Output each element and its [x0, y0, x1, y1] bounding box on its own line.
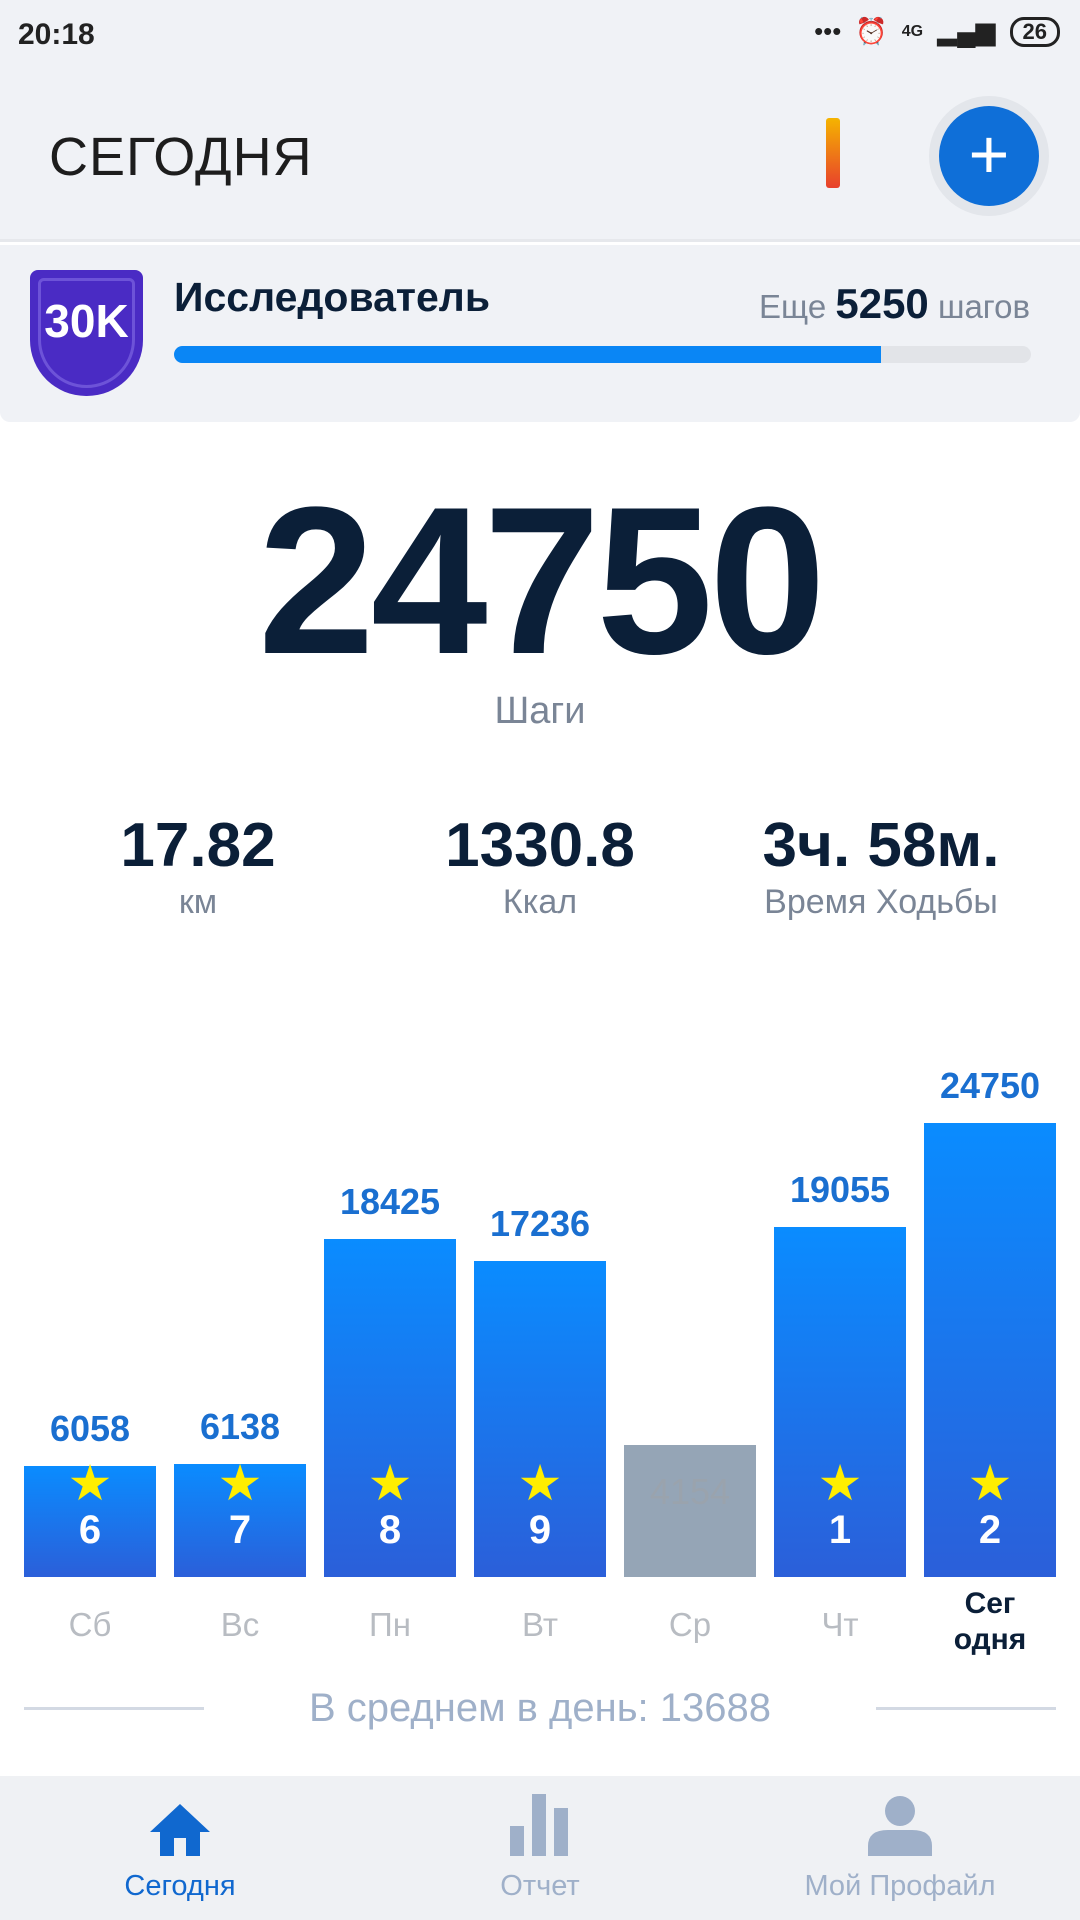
bar-value-label: 6138 [199, 1406, 281, 1448]
alarm-icon: ⏰ [855, 16, 888, 46]
achievement-badge: 30K [30, 270, 143, 396]
divider [24, 1707, 204, 1710]
trophy-icon[interactable] [826, 118, 840, 188]
nav-label: Отчет [500, 1870, 580, 1902]
bar-value-label: 18425 [339, 1181, 441, 1223]
chart-bar [924, 1123, 1056, 1577]
stat-value: 17.82 [120, 811, 276, 880]
day-label: Ср [668, 1606, 712, 1643]
daily-average: В среднем в день: 13688 [308, 1686, 772, 1730]
stat-label: Время Ходьбы [764, 883, 998, 921]
chart-bar [774, 1227, 906, 1577]
bar-value-label: 4154 [649, 1471, 731, 1513]
bar-chart-icon [510, 1794, 568, 1856]
star-icon: ★ [67, 1455, 113, 1511]
streak-number: 9 [528, 1508, 552, 1552]
more-dots-icon: ••• [814, 16, 842, 46]
stat-label: км [178, 883, 218, 921]
day-label: Сб [68, 1606, 112, 1643]
star-icon: ★ [967, 1455, 1013, 1511]
streak-number: 6 [78, 1508, 102, 1552]
person-icon [868, 1796, 932, 1856]
stat-calories: 1330.8 Ккал [375, 810, 705, 922]
divider [876, 1707, 1056, 1710]
bar-value-label: 24750 [939, 1065, 1041, 1106]
streak-number: 2 [978, 1508, 1002, 1552]
chart-bar [324, 1239, 456, 1577]
achievement-progress-bar [174, 346, 1031, 363]
star-icon: ★ [517, 1455, 563, 1511]
chart-bar [24, 1465, 156, 1577]
status-icons: ••• ⏰ 4G ▂▄▆ 26 [814, 16, 1060, 47]
remaining-suffix: шагов [937, 288, 1030, 325]
progress-fill [174, 346, 882, 363]
remaining-value: 5250 [835, 280, 929, 327]
day-label: Пн [369, 1606, 411, 1643]
remaining-prefix: Еще [759, 288, 827, 325]
achievement-title: Исследователь [174, 274, 491, 320]
streak-number: 7 [228, 1508, 252, 1552]
day-label: Сег одня [953, 1587, 1027, 1656]
steps-count: 24750 [258, 463, 826, 698]
home-icon [150, 1804, 210, 1856]
stat-value: 3ч. 58м. [762, 811, 1000, 880]
add-button[interactable]: + [939, 106, 1039, 206]
nav-profile[interactable]: Мой Профайл [720, 1776, 1080, 1920]
battery-level: 26 [1009, 16, 1060, 47]
stat-value: 1330.8 [445, 811, 635, 880]
stat-label: Ккал [502, 883, 578, 921]
top-bar [0, 0, 1080, 242]
streak-number: 8 [378, 1508, 402, 1552]
status-time: 20:18 [18, 18, 95, 51]
day-label: Чт [821, 1606, 859, 1643]
bar-value-label: 6058 [49, 1407, 131, 1449]
bar-value-label: 19055 [789, 1169, 891, 1211]
star-icon: ★ [217, 1455, 263, 1511]
day-label: Вт [521, 1606, 559, 1643]
achievement-card[interactable] [0, 245, 1080, 422]
chart-bar [474, 1260, 606, 1577]
page-title: СЕГОДНЯ [49, 127, 313, 187]
day-label: Вс [220, 1606, 260, 1643]
network-type: 4G [901, 22, 924, 40]
streak-number: 1 [828, 1508, 852, 1552]
nav-today[interactable]: Сегодня [0, 1776, 360, 1920]
stat-distance: 17.82 км [33, 810, 363, 922]
bottom-nav: Сегодня Отчет Мой Профайл [0, 1776, 1080, 1920]
nav-report[interactable]: Отчет [360, 1776, 720, 1920]
nav-label: Сегодня [124, 1870, 236, 1902]
signal-icon: ▂▄▆ [937, 16, 996, 46]
nav-label: Мой Профайл [804, 1870, 996, 1902]
achievement-remaining: Еще 5250 шагов [759, 280, 1030, 328]
star-icon: ★ [367, 1455, 413, 1511]
steps-label: Шаги [494, 690, 586, 732]
star-icon: ★ [817, 1455, 863, 1511]
bar-value-label: 17236 [489, 1202, 591, 1244]
chart-bar-missed [624, 1445, 756, 1577]
stat-walk-time: 3ч. 58м. Время Ходьбы [716, 810, 1046, 922]
chart-bar [174, 1464, 306, 1577]
